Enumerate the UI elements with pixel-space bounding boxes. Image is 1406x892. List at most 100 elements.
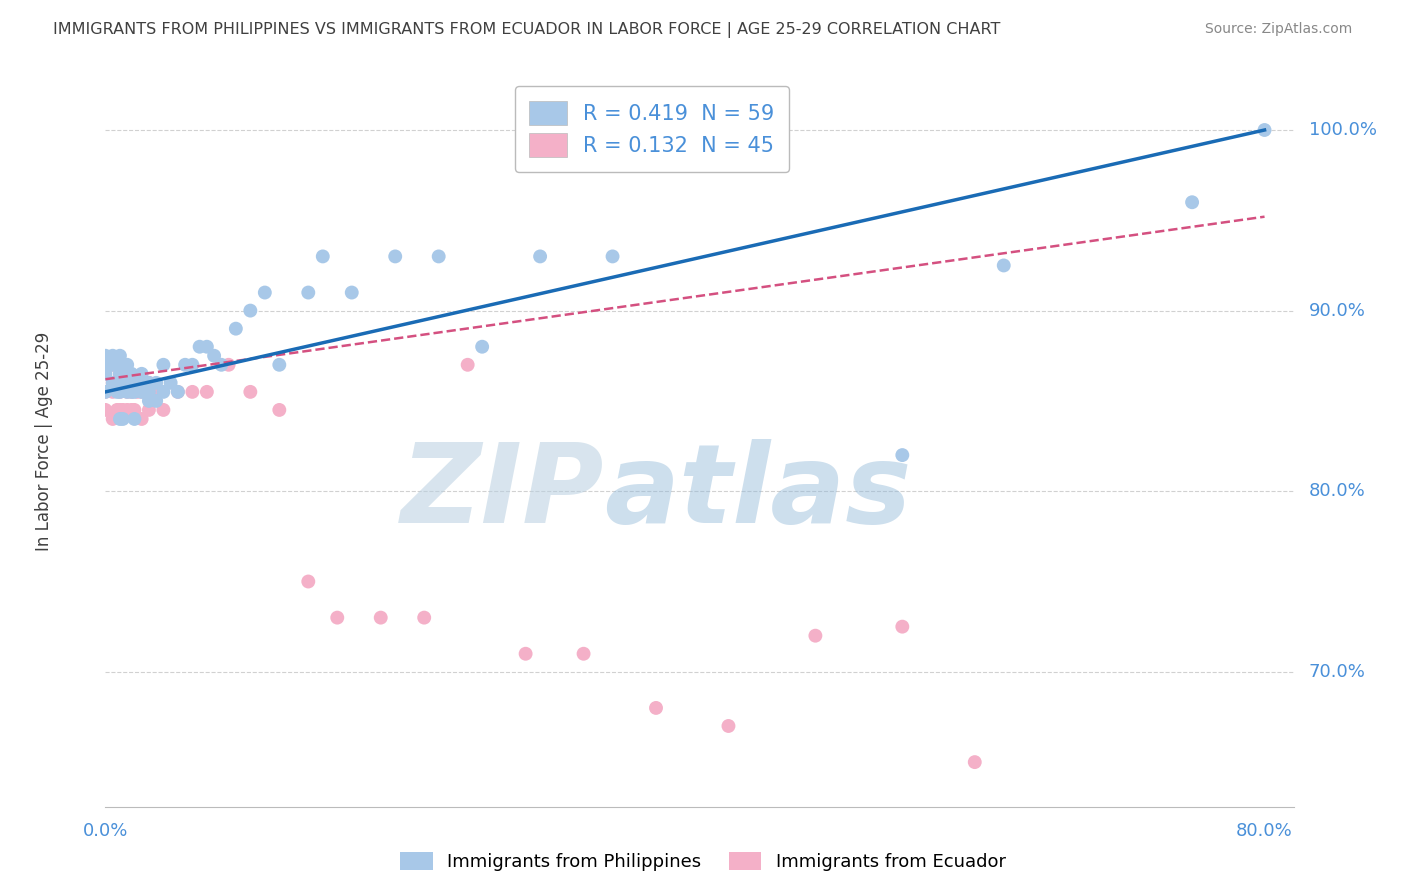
Point xyxy=(111,376,134,390)
Point xyxy=(108,349,131,363)
Point xyxy=(124,384,146,399)
Point xyxy=(384,249,406,263)
Point xyxy=(101,412,124,426)
Point xyxy=(891,448,914,462)
Point xyxy=(297,285,319,300)
Legend: R = 0.419  N = 59, R = 0.132  N = 45: R = 0.419 N = 59, R = 0.132 N = 45 xyxy=(515,87,789,172)
Point xyxy=(138,376,160,390)
Point xyxy=(326,610,349,624)
Point xyxy=(124,412,146,426)
Point xyxy=(94,358,117,372)
Point xyxy=(108,412,131,426)
Point xyxy=(188,340,211,354)
Point xyxy=(94,384,117,399)
Point xyxy=(138,393,160,408)
Point xyxy=(195,340,218,354)
Point xyxy=(209,358,232,372)
Point xyxy=(105,403,128,417)
Point xyxy=(145,384,167,399)
Point xyxy=(152,403,174,417)
Point xyxy=(121,384,143,399)
Point xyxy=(115,358,138,372)
Point xyxy=(891,620,914,634)
Point xyxy=(101,349,124,363)
Point xyxy=(370,610,392,624)
Point xyxy=(602,249,624,263)
Point xyxy=(340,285,363,300)
Text: atlas: atlas xyxy=(605,439,912,546)
Text: IMMIGRANTS FROM PHILIPPINES VS IMMIGRANTS FROM ECUADOR IN LABOR FORCE | AGE 25-2: IMMIGRANTS FROM PHILIPPINES VS IMMIGRANT… xyxy=(53,22,1001,38)
Point xyxy=(174,358,197,372)
Point xyxy=(1253,123,1275,137)
Point xyxy=(115,384,138,399)
Point xyxy=(1181,195,1204,210)
Text: 90.0%: 90.0% xyxy=(1309,301,1365,319)
Point xyxy=(115,376,138,390)
Point xyxy=(94,358,117,372)
Point xyxy=(239,384,262,399)
Point xyxy=(269,403,291,417)
Point xyxy=(218,358,240,372)
Point xyxy=(111,376,134,390)
Point xyxy=(94,367,117,381)
Point xyxy=(239,303,262,318)
Point xyxy=(101,358,124,372)
Text: ZIP: ZIP xyxy=(401,439,605,546)
Point xyxy=(124,403,146,417)
Point xyxy=(115,403,138,417)
Point xyxy=(135,384,157,399)
Point xyxy=(167,384,190,399)
Point xyxy=(297,574,319,589)
Point xyxy=(94,403,117,417)
Point xyxy=(108,367,131,381)
Point xyxy=(515,647,537,661)
Point xyxy=(108,367,131,381)
Point xyxy=(167,384,190,399)
Point xyxy=(127,384,149,399)
Point xyxy=(645,701,668,715)
Text: In Labor Force | Age 25-29: In Labor Force | Age 25-29 xyxy=(35,332,52,551)
Text: Source: ZipAtlas.com: Source: ZipAtlas.com xyxy=(1205,22,1353,37)
Point xyxy=(717,719,740,733)
Point xyxy=(111,403,134,417)
Text: 100.0%: 100.0% xyxy=(1309,121,1376,139)
Point xyxy=(471,340,494,354)
Point xyxy=(312,249,335,263)
Point xyxy=(195,384,218,399)
Point xyxy=(105,358,128,372)
Point xyxy=(269,358,291,372)
Text: 70.0%: 70.0% xyxy=(1309,663,1365,681)
Point xyxy=(124,376,146,390)
Legend: Immigrants from Philippines, Immigrants from Ecuador: Immigrants from Philippines, Immigrants … xyxy=(394,845,1012,879)
Point xyxy=(181,384,204,399)
Point xyxy=(131,384,153,399)
Point xyxy=(202,349,225,363)
Point xyxy=(101,384,124,399)
Point xyxy=(101,376,124,390)
Point xyxy=(413,610,436,624)
Point xyxy=(529,249,551,263)
Point xyxy=(108,376,131,390)
Point xyxy=(108,384,131,399)
Point xyxy=(138,403,160,417)
Point xyxy=(94,384,117,399)
Point xyxy=(145,393,167,408)
Point xyxy=(138,376,160,390)
Point xyxy=(993,259,1015,273)
Point xyxy=(152,358,174,372)
Point xyxy=(152,384,174,399)
Point xyxy=(457,358,479,372)
Point xyxy=(225,321,247,335)
Point xyxy=(121,403,143,417)
Point xyxy=(101,376,124,390)
Point xyxy=(108,384,131,399)
Point xyxy=(121,367,143,381)
Text: 80.0%: 80.0% xyxy=(1309,483,1365,500)
Point xyxy=(115,384,138,399)
Point xyxy=(138,384,160,399)
Point xyxy=(94,349,117,363)
Point xyxy=(963,755,986,769)
Point xyxy=(124,376,146,390)
Point xyxy=(111,412,134,426)
Point xyxy=(804,629,827,643)
